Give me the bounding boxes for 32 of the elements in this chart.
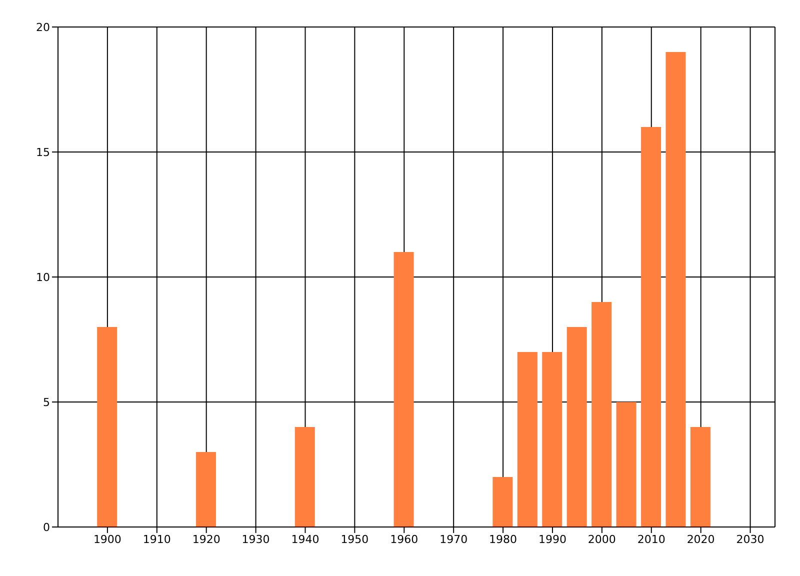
- x-tick-label: 2010: [637, 532, 666, 546]
- y-tick-label: 10: [36, 270, 50, 284]
- bar: [542, 352, 562, 527]
- bar: [666, 52, 686, 527]
- x-tick-label: 1930: [242, 532, 270, 546]
- bar: [566, 327, 587, 527]
- bar: [592, 302, 612, 527]
- bar: [492, 477, 513, 527]
- bar: [196, 452, 216, 527]
- y-tick-label: 15: [36, 146, 50, 159]
- x-tick-label: 2020: [686, 532, 715, 546]
- bar: [517, 352, 538, 527]
- x-tick-label: 2030: [736, 532, 764, 546]
- x-tick-label: 1970: [440, 532, 468, 546]
- bar: [690, 427, 710, 527]
- bar: [616, 402, 636, 527]
- x-tick-label: 1990: [538, 532, 566, 546]
- x-tick-label: 1950: [340, 532, 369, 546]
- x-tick-label: 1980: [489, 532, 518, 546]
- x-tick-label: 1900: [93, 532, 122, 546]
- x-tick-label: 1960: [390, 532, 418, 546]
- x-tick-label: 1910: [142, 532, 171, 546]
- x-tick-label: 1940: [291, 532, 320, 546]
- y-tick-label: 0: [43, 520, 50, 534]
- bar: [97, 327, 118, 527]
- x-tick-label: 1920: [192, 532, 220, 546]
- y-tick-label: 5: [43, 396, 50, 409]
- bar: [294, 427, 315, 527]
- x-tick-label: 2000: [588, 532, 616, 546]
- bar: [394, 252, 414, 527]
- y-tick-label: 20: [36, 20, 50, 34]
- bar: [641, 127, 662, 527]
